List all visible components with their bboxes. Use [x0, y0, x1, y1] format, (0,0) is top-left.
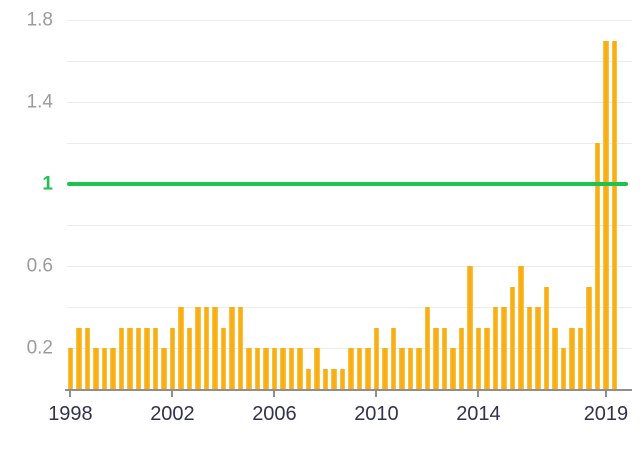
bar[interactable] [348, 348, 354, 389]
bar[interactable] [101, 348, 108, 389]
bar[interactable] [407, 348, 414, 389]
y-tick-label: 0.6 [26, 255, 53, 277]
bar[interactable] [169, 327, 176, 389]
bar[interactable] [93, 348, 99, 389]
bar[interactable] [271, 348, 278, 389]
bar[interactable] [560, 348, 567, 389]
bar[interactable] [237, 307, 244, 389]
bar[interactable] [484, 327, 490, 389]
x-tick-label: 2002 [150, 403, 195, 425]
bar[interactable] [526, 307, 533, 389]
bar[interactable] [288, 348, 295, 389]
bar[interactable] [603, 40, 609, 389]
bar[interactable] [144, 327, 150, 389]
x-axis-line [65, 389, 632, 391]
bar[interactable] [331, 368, 337, 389]
x-axis-tick [604, 391, 607, 397]
bar[interactable] [280, 348, 286, 389]
bar[interactable] [509, 286, 516, 389]
bar[interactable] [161, 348, 167, 389]
bar[interactable] [467, 266, 473, 389]
reference-line [67, 182, 628, 186]
bar[interactable] [339, 368, 346, 389]
bar[interactable] [110, 348, 116, 389]
bar[interactable] [365, 348, 371, 389]
x-axis-tick [273, 391, 276, 397]
bar[interactable] [246, 348, 252, 389]
bar[interactable] [535, 307, 541, 389]
bar[interactable] [552, 327, 558, 389]
bar[interactable] [424, 307, 431, 389]
bar[interactable] [416, 348, 422, 389]
bar[interactable] [186, 327, 193, 389]
bar[interactable] [118, 327, 125, 389]
y-tick-label: 0.2 [26, 337, 53, 359]
bar[interactable] [492, 307, 499, 389]
x-tick-label: 2006 [252, 403, 297, 425]
bar[interactable] [254, 348, 261, 389]
bar[interactable] [195, 307, 201, 389]
gridline [67, 143, 632, 144]
bar[interactable] [297, 348, 303, 389]
bar[interactable] [586, 286, 592, 389]
bar[interactable] [84, 327, 91, 389]
bar[interactable] [373, 327, 380, 389]
y-tick-label: 1.4 [26, 91, 53, 113]
bar[interactable] [263, 348, 269, 389]
bar[interactable] [611, 40, 618, 389]
bar[interactable] [382, 348, 388, 389]
bar[interactable] [76, 327, 82, 389]
bar[interactable] [390, 327, 397, 389]
bar[interactable] [569, 327, 575, 389]
bar[interactable] [475, 327, 482, 389]
bar[interactable] [135, 327, 142, 389]
x-axis-tick [69, 391, 72, 397]
bar[interactable] [577, 327, 584, 389]
x-axis-tick [477, 391, 480, 397]
y-tick-label: 1.8 [26, 9, 53, 31]
bar[interactable] [594, 143, 601, 389]
gridline [67, 20, 632, 21]
bar[interactable] [220, 327, 227, 389]
bar[interactable] [314, 348, 320, 389]
x-tick-label: 2014 [456, 403, 501, 425]
bar[interactable] [322, 368, 329, 389]
x-axis-tick [375, 391, 378, 397]
x-tick-label: 2019 [583, 403, 629, 425]
bar[interactable] [212, 307, 218, 389]
bar[interactable] [356, 348, 363, 389]
bar[interactable] [518, 266, 524, 389]
bar[interactable] [458, 327, 465, 389]
gridline [67, 102, 632, 103]
bar[interactable] [501, 307, 507, 389]
x-tick-label: 2010 [354, 403, 399, 425]
bar[interactable] [127, 327, 133, 389]
bar[interactable] [203, 307, 210, 389]
gridline [67, 225, 632, 226]
bar[interactable] [178, 307, 184, 389]
gridline [67, 61, 632, 62]
bar[interactable] [450, 348, 456, 389]
bar[interactable] [152, 327, 159, 389]
bar[interactable] [67, 348, 74, 389]
x-tick-label: 1998 [48, 403, 93, 425]
gridline [67, 307, 632, 308]
bar[interactable] [433, 327, 439, 389]
bar[interactable] [229, 307, 235, 389]
bar[interactable] [441, 327, 448, 389]
bar[interactable] [543, 286, 550, 389]
x-axis-tick [171, 391, 174, 397]
gridline [67, 266, 632, 267]
y-tick-label-reference: 1 [42, 173, 53, 195]
bar[interactable] [305, 368, 312, 389]
bar[interactable] [399, 348, 405, 389]
